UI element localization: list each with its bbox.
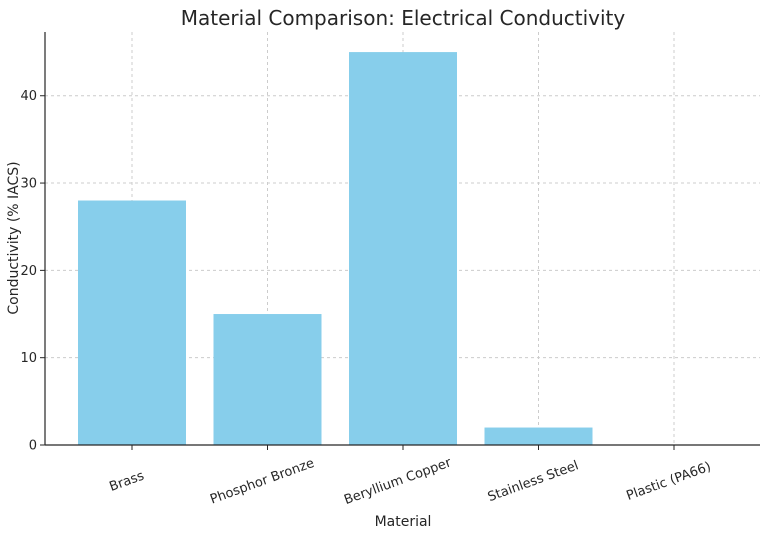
bar-beryllium-copper bbox=[349, 52, 457, 445]
x-tick-label: Beryllium Copper bbox=[342, 455, 454, 508]
x-tick-label: Stainless Steel bbox=[486, 458, 581, 505]
y-tick-label: 0 bbox=[29, 439, 37, 454]
x-tick-label: Plastic (PA66) bbox=[625, 459, 714, 503]
x-axis-label: Material bbox=[375, 514, 432, 530]
x-tick-label: Brass bbox=[107, 468, 146, 494]
bar-brass bbox=[78, 200, 186, 445]
x-tick-label: Phosphor Bronze bbox=[208, 456, 316, 508]
x-ticks: Brass Phosphor Bronze Beryllium Copper Stai… bbox=[107, 445, 713, 508]
bar-stainless-steel bbox=[484, 427, 593, 445]
chart-title: Material Comparison: Electrical Conducti… bbox=[181, 6, 626, 30]
y-ticks: 0 10 20 30 40 bbox=[20, 89, 45, 454]
y-tick-label: 40 bbox=[20, 89, 37, 104]
bars bbox=[78, 52, 593, 445]
y-tick-label: 10 bbox=[20, 351, 37, 366]
y-tick-label: 30 bbox=[20, 177, 37, 192]
bar-phosphor-bronze bbox=[213, 314, 322, 445]
y-axis-label: Conductivity (% IACS) bbox=[6, 161, 22, 314]
y-tick-label: 20 bbox=[20, 264, 37, 279]
